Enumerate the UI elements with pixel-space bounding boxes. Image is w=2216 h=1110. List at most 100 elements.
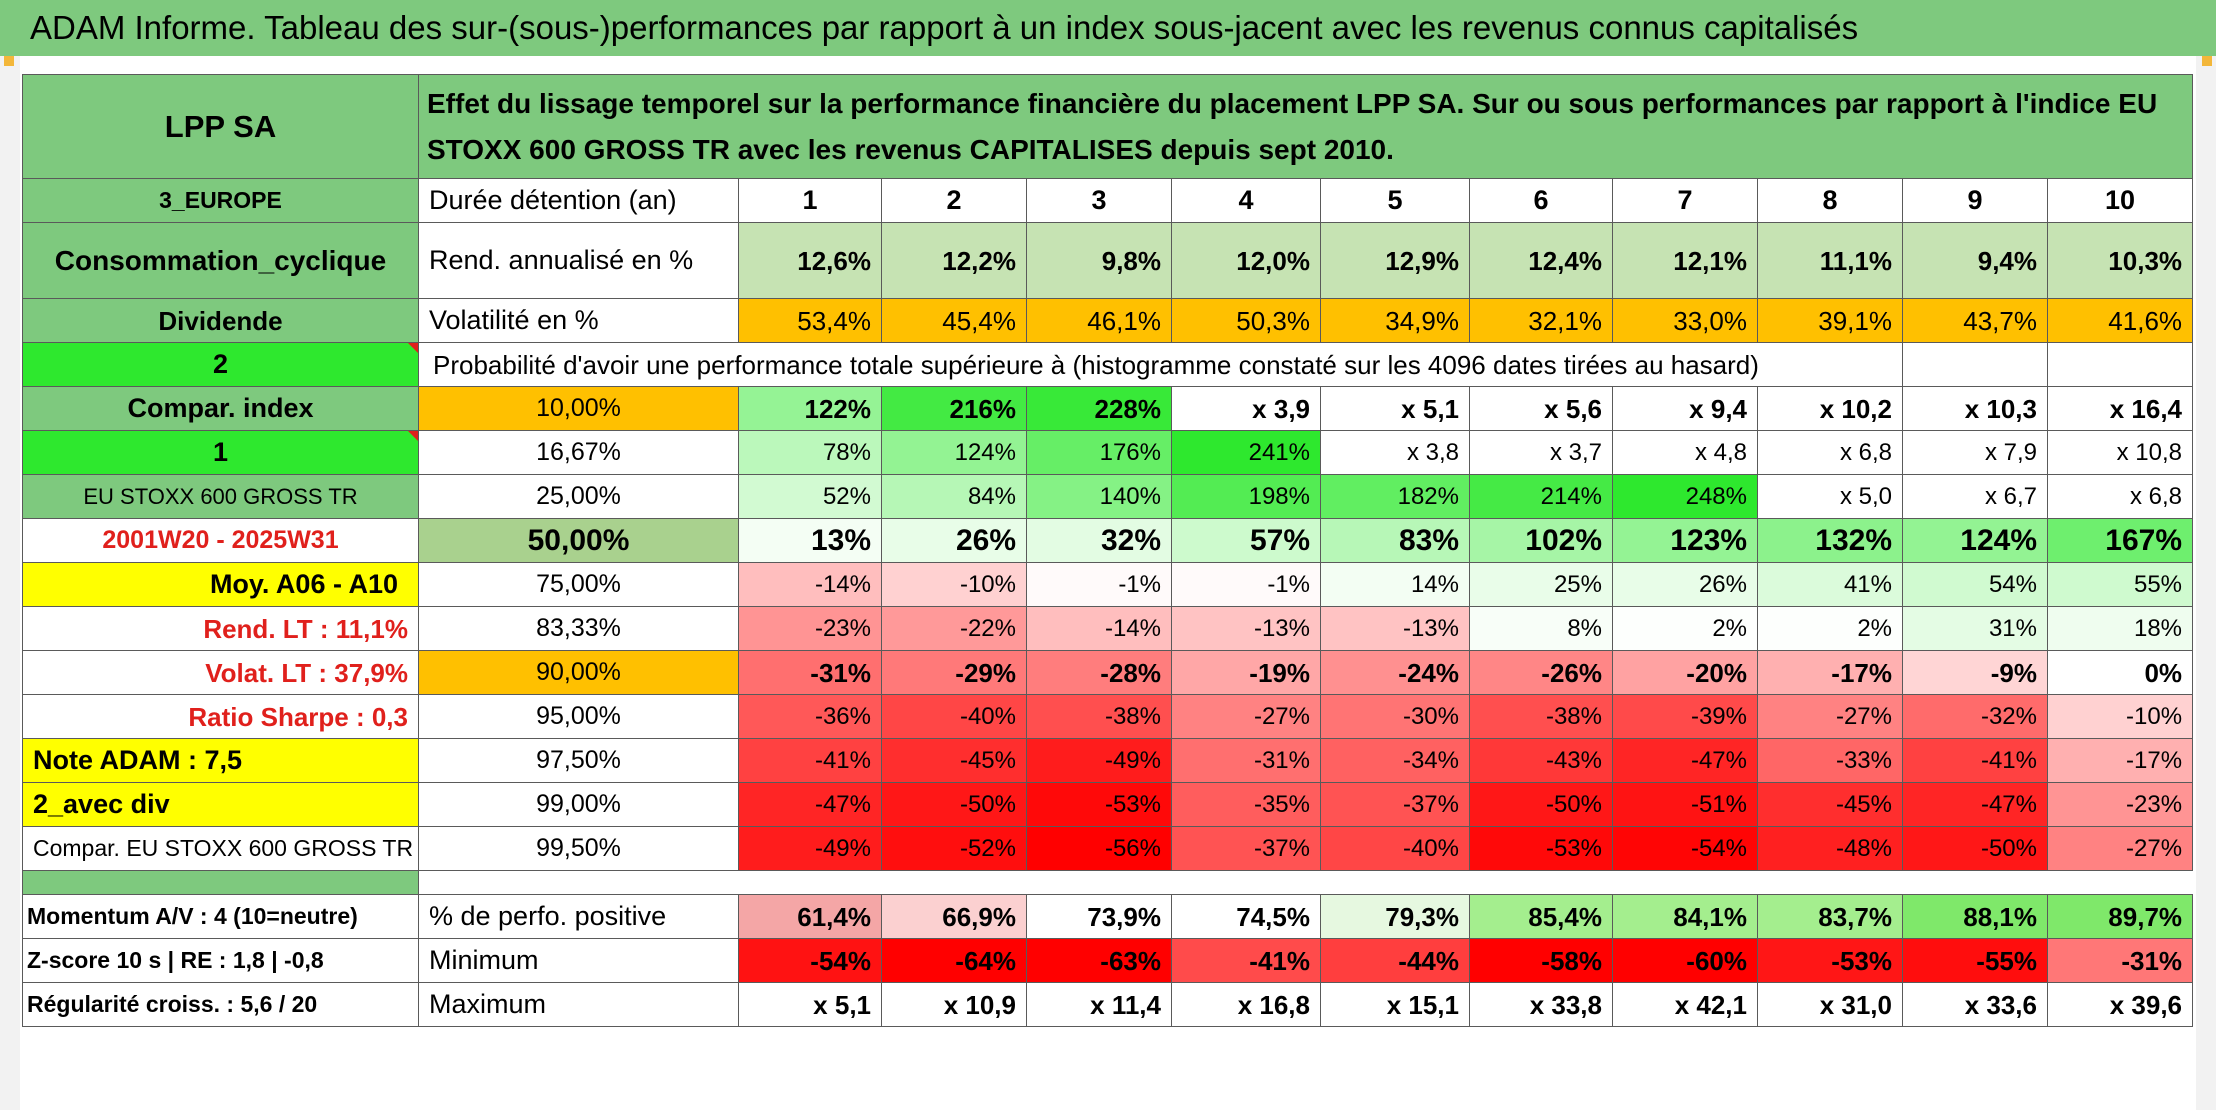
vol-value: 34,9%: [1320, 298, 1470, 343]
prob-value: -48%: [1757, 826, 1903, 871]
prob-value: x 3,7: [1469, 430, 1613, 475]
min-value: -58%: [1469, 938, 1613, 983]
prob-value: -47%: [1902, 782, 2048, 827]
prob-value: 25%: [1469, 562, 1613, 607]
prob-value: 78%: [738, 430, 882, 475]
rend-value: 12,9%: [1320, 222, 1470, 299]
prob-value: -14%: [738, 562, 882, 607]
prob-value: -36%: [738, 694, 882, 739]
compar-full-label: Compar. EU STOXX 600 GROSS TR: [22, 826, 419, 871]
performance-table: LPP SA Effet du lissage temporel sur la p…: [22, 74, 2194, 1027]
min-value: -54%: [738, 938, 882, 983]
prob-row: EU STOXX 600 GROSS TR 25,00% 52% 84% 140% 198…: [22, 474, 2194, 519]
prob-value: 122%: [738, 386, 882, 431]
prob-row: Note ADAM : 7,5 97,50% -41% -45% -49% -31% -34…: [22, 738, 2194, 783]
pos-value: 85,4%: [1469, 894, 1613, 939]
prob-value: 32%: [1026, 518, 1172, 563]
prob-value: -17%: [2046, 738, 2194, 783]
rend-value: 12,6%: [738, 222, 882, 299]
prob-value: 83%: [1320, 518, 1470, 563]
prob-row: Compar. EU STOXX 600 GROSS TR 99,50% -49% -…: [22, 826, 2194, 871]
prob-value: x 4,8: [1612, 430, 1758, 475]
prob-value: -49%: [1026, 738, 1172, 783]
prob-value: 54%: [1902, 562, 2048, 607]
prob-value: -17%: [1757, 650, 1903, 695]
prob-value: 13%: [738, 518, 882, 563]
rend-value: 9,8%: [1026, 222, 1172, 299]
max-label: Maximum: [418, 982, 739, 1027]
prob-value: 102%: [1469, 518, 1613, 563]
prob-value: x 5,6: [1469, 386, 1613, 431]
dividend-label: Dividende: [22, 298, 419, 343]
prob-value: 228%: [1026, 386, 1172, 431]
rend-value: 12,0%: [1171, 222, 1321, 299]
max-value: x 39,6: [2046, 982, 2194, 1027]
header-row: LPP SA Effet du lissage temporel sur la p…: [22, 74, 2194, 179]
year-header: 4: [1171, 178, 1321, 223]
prob-value: -33%: [1757, 738, 1903, 783]
pos-value: 89,7%: [2046, 894, 2194, 939]
pos-row: Momentum A/V : 4 (10=neutre)% de perfo. …: [22, 894, 2194, 939]
max-value: x 15,1: [1320, 982, 1470, 1027]
prob-value: -40%: [881, 694, 1027, 739]
prob-threshold: 99,00%: [418, 782, 739, 827]
corner-marker: [4, 56, 14, 66]
prob-value: 0%: [2046, 650, 2194, 695]
prob-row: Rend. LT : 11,1% 83,33% -23% -22% -14% -13% -1…: [22, 606, 2194, 651]
prob-value: 2%: [1757, 606, 1903, 651]
prob-value: x 6,7: [1902, 474, 2048, 519]
spacer-cell: [1613, 871, 1758, 895]
vol-row: Dividende Volatilité en % 53,4% 45,4% 46,1% 5…: [22, 298, 2194, 343]
rend-value: 12,4%: [1469, 222, 1613, 299]
rend-row: Consommation_cyclique Rend. annualisé en …: [22, 222, 2194, 299]
prob-value: -19%: [1171, 650, 1321, 695]
max-value: x 42,1: [1612, 982, 1758, 1027]
year-header: 1: [738, 178, 882, 223]
regularite-label: Régularité croiss. : 5,6 / 20: [22, 982, 419, 1027]
prob-threshold: 97,50%: [418, 738, 739, 783]
left-margin: [0, 56, 20, 1110]
prob-value: -41%: [1902, 738, 2048, 783]
vol-value: 32,1%: [1469, 298, 1613, 343]
spacer-cell: [1027, 871, 1172, 895]
prob-value: 8%: [1469, 606, 1613, 651]
max-value: x 5,1: [738, 982, 882, 1027]
min-value: -63%: [1026, 938, 1172, 983]
min-label: Minimum: [418, 938, 739, 983]
prob-value: 31%: [1902, 606, 2048, 651]
pos-value: 74,5%: [1171, 894, 1321, 939]
prob-value: 14%: [1320, 562, 1470, 607]
prob-value: -54%: [1612, 826, 1758, 871]
sharpe-label: Ratio Sharpe : 0,3: [22, 694, 419, 739]
year-header: 10: [2046, 178, 2194, 223]
prob-value: -35%: [1171, 782, 1321, 827]
prob-value: -34%: [1320, 738, 1470, 783]
prob-title: Probabilité d'avoir une performance tota…: [418, 342, 1903, 387]
prob-value: -27%: [1171, 694, 1321, 739]
empty-cell: [1902, 342, 2048, 387]
report-banner: ADAM Informe. Tableau des sur-(sous-)per…: [0, 0, 2216, 56]
prob-value: -31%: [738, 650, 882, 695]
spacer-cell: [1321, 871, 1470, 895]
vol-value: 41,6%: [2046, 298, 2194, 343]
pos-value: 79,3%: [1320, 894, 1470, 939]
min-value: -31%: [2046, 938, 2194, 983]
prob-value: x 10,3: [1902, 386, 2048, 431]
spacer-cell: [1470, 871, 1613, 895]
prob-value: -23%: [2046, 782, 2194, 827]
pos-value: 83,7%: [1757, 894, 1903, 939]
spacer-cell: [1758, 871, 1903, 895]
prob-value: 182%: [1320, 474, 1470, 519]
prob-value: -24%: [1320, 650, 1470, 695]
prob-value: 214%: [1469, 474, 1613, 519]
duration-row: 3_EUROPE Durée détention (an) 1 2 3 4 5 6 7 8 9 10: [22, 178, 2194, 223]
prob-value: 216%: [881, 386, 1027, 431]
prob-row: 2001W20 - 2025W31 50,00% 13% 26% 32% 57% 83% 10…: [22, 518, 2194, 563]
prob-value: -27%: [1757, 694, 1903, 739]
prob-value: 123%: [1612, 518, 1758, 563]
prob-row: Compar. index 10,00% 122% 216% 228% x 3,9 x 5,…: [22, 386, 2194, 431]
year-header: 3: [1026, 178, 1172, 223]
prob-value: x 6,8: [2046, 474, 2194, 519]
prob-title-row: 2 Probabilité d'avoir une performance tot…: [22, 342, 2194, 387]
vol-value: 39,1%: [1757, 298, 1903, 343]
